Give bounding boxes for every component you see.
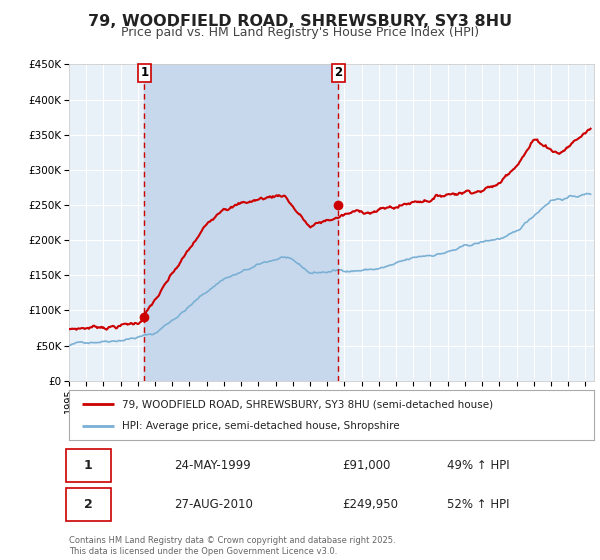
Text: 79, WOODFIELD ROAD, SHREWSBURY, SY3 8HU (semi-detached house): 79, WOODFIELD ROAD, SHREWSBURY, SY3 8HU … [121,399,493,409]
Text: 2: 2 [84,498,93,511]
Text: 1: 1 [140,66,148,80]
FancyBboxPatch shape [67,488,111,521]
Text: £249,950: £249,950 [342,498,398,511]
Text: 52% ↑ HPI: 52% ↑ HPI [447,498,509,511]
Bar [145,64,338,381]
Text: 49% ↑ HPI: 49% ↑ HPI [447,459,509,472]
FancyBboxPatch shape [67,449,111,482]
Text: 24-MAY-1999: 24-MAY-1999 [174,459,251,472]
Text: 1: 1 [84,459,93,472]
Text: 79, WOODFIELD ROAD, SHREWSBURY, SY3 8HU: 79, WOODFIELD ROAD, SHREWSBURY, SY3 8HU [88,14,512,29]
Text: Price paid vs. HM Land Registry's House Price Index (HPI): Price paid vs. HM Land Registry's House … [121,26,479,39]
Text: 2: 2 [334,66,343,80]
Text: HPI: Average price, semi-detached house, Shropshire: HPI: Average price, semi-detached house,… [121,421,399,431]
Text: Contains HM Land Registry data © Crown copyright and database right 2025.
This d: Contains HM Land Registry data © Crown c… [69,536,395,556]
Text: £91,000: £91,000 [342,459,391,472]
Text: 27-AUG-2010: 27-AUG-2010 [174,498,253,511]
